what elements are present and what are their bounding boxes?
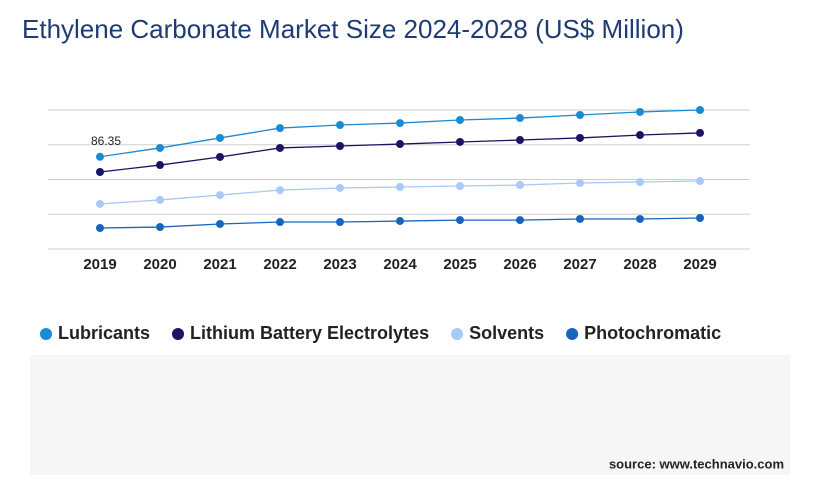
legend-label: Lubricants	[58, 323, 150, 343]
data-point	[636, 107, 644, 116]
data-point	[96, 199, 104, 208]
legend-marker	[40, 328, 52, 340]
x-tick-label: 2021	[203, 256, 236, 273]
data-point	[96, 224, 104, 233]
data-point	[636, 214, 644, 223]
data-point	[636, 131, 644, 140]
legend-marker	[172, 328, 185, 340]
data-point	[456, 116, 464, 125]
data-point	[396, 183, 404, 192]
data-point	[216, 191, 224, 200]
data-point	[636, 178, 644, 187]
x-tick-label: 2020	[143, 256, 176, 273]
legend-marker	[566, 328, 579, 340]
series-line	[99, 109, 701, 158]
data-point	[156, 195, 164, 204]
legend-marker	[451, 328, 464, 340]
chart-title: Ethylene Carbonate Market Size 2024-2028…	[22, 14, 684, 44]
x-tick-label: 2029	[683, 256, 716, 273]
data-point	[336, 121, 344, 130]
data-point	[516, 181, 524, 190]
data-point	[516, 136, 524, 145]
data-point	[276, 186, 284, 195]
legend-label: Photochromatic	[584, 323, 721, 343]
data-point	[216, 219, 224, 228]
data-point	[156, 161, 164, 170]
data-point	[96, 152, 104, 161]
data-point	[276, 124, 284, 133]
data-point	[576, 214, 584, 223]
data-point	[516, 114, 524, 123]
series-line	[99, 132, 701, 173]
x-tick-label: 2027	[563, 256, 596, 273]
data-point	[396, 217, 404, 226]
data-point	[216, 133, 224, 142]
x-tick-label: 2026	[503, 256, 536, 273]
x-tick-label: 2022	[263, 256, 296, 273]
data-point	[576, 178, 584, 187]
data-point	[336, 183, 344, 192]
legend-label: Solvents	[469, 323, 544, 343]
data-point	[696, 177, 704, 186]
data-point	[276, 218, 284, 227]
data-point	[336, 142, 344, 151]
x-tick-label: 2024	[383, 256, 417, 273]
data-point	[456, 182, 464, 191]
data-point	[576, 133, 584, 142]
data-point	[696, 214, 704, 223]
data-point	[456, 137, 464, 146]
source: source: www.technavio.com	[609, 456, 784, 471]
data-point	[516, 216, 524, 225]
x-tick-label: 2023	[323, 256, 356, 273]
data-point	[396, 140, 404, 149]
data-point	[156, 143, 164, 152]
x-tick-label: 2025	[443, 256, 476, 273]
data-point	[336, 218, 344, 227]
x-tick-label: 2019	[83, 256, 116, 273]
legend-label: Lithium Battery Electrolytes	[190, 323, 429, 343]
data-point	[276, 143, 284, 152]
data-point	[576, 111, 584, 120]
data-point	[696, 106, 704, 114]
data-point	[216, 152, 224, 161]
data-point	[156, 223, 164, 232]
data-point	[396, 119, 404, 128]
data-point	[96, 167, 104, 176]
x-tick-label: 2028	[623, 256, 656, 273]
data-point	[456, 216, 464, 225]
data-point	[696, 128, 704, 137]
value-label: 86.35	[91, 134, 121, 148]
footer-panel	[30, 355, 790, 475]
